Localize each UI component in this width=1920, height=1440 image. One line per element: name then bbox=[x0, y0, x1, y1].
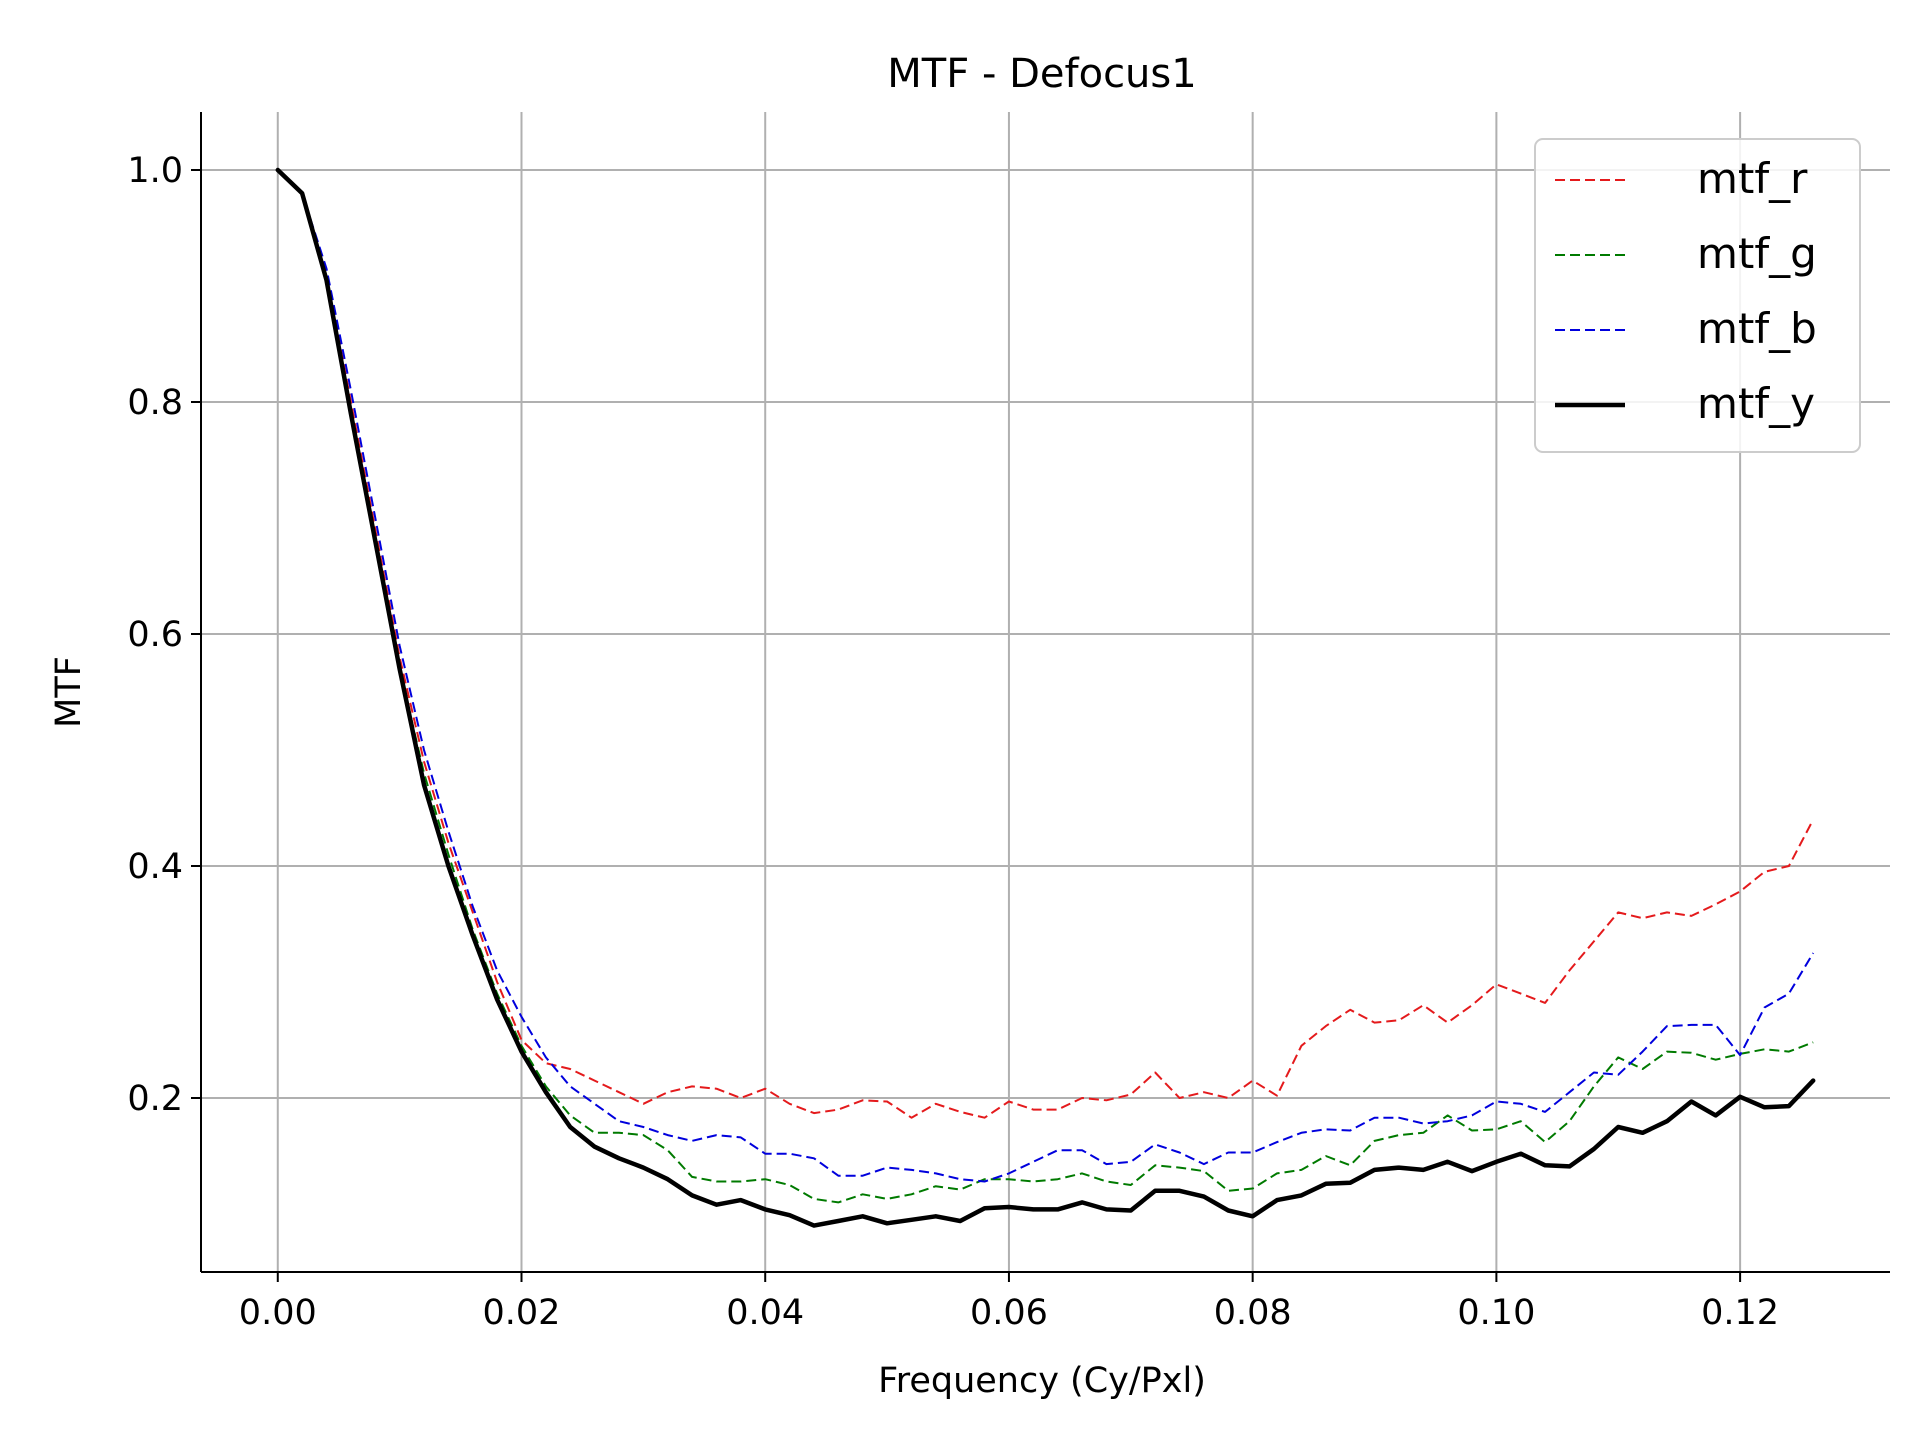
x-tick-label: 0.06 bbox=[970, 1293, 1048, 1333]
mtf_r-legend-label: mtf_r bbox=[1697, 154, 1808, 203]
y-tick-label: 0.2 bbox=[127, 1079, 183, 1119]
x-tick-label: 0.02 bbox=[483, 1293, 561, 1333]
x-tick-label: 0.04 bbox=[726, 1293, 804, 1333]
x-tick-label: 0.10 bbox=[1457, 1293, 1535, 1333]
series-lines bbox=[275, 167, 1816, 1228]
y-ticks: 0.2 0.4 0.6 0.8 1.0 bbox=[127, 151, 201, 1119]
legend: mtf_r mtf_g mtf_b mtf_y bbox=[1534, 138, 1861, 453]
mtf_g-line bbox=[277, 169, 1814, 1204]
mtf_b-line bbox=[277, 169, 1815, 1183]
y-tick-label: 0.6 bbox=[127, 615, 183, 655]
x-axis-label: Frequency (Cy/Pxl) bbox=[878, 1361, 1206, 1401]
mtf_b-legend-label: mtf_b bbox=[1697, 304, 1817, 353]
y-tick-label: 0.4 bbox=[127, 847, 183, 887]
mtf_y-legend-label: mtf_y bbox=[1697, 379, 1815, 428]
y-tick-label: 1.0 bbox=[127, 151, 183, 191]
x-ticks: 0.00 0.02 0.04 0.06 0.08 0.10 0.12 bbox=[239, 1272, 1779, 1333]
x-tick-label: 0.08 bbox=[1214, 1293, 1292, 1333]
x-tick-label: 0.00 bbox=[239, 1293, 317, 1333]
y-axis-label: MTF bbox=[49, 656, 89, 728]
y-tick-label: 0.8 bbox=[127, 383, 183, 423]
x-tick-label: 0.12 bbox=[1701, 1293, 1779, 1333]
legend-box bbox=[1534, 138, 1861, 453]
mtf_y-line bbox=[275, 167, 1816, 1228]
chart-title: MTF - Defocus1 bbox=[887, 51, 1196, 97]
mtf_g-legend-label: mtf_g bbox=[1697, 229, 1817, 278]
